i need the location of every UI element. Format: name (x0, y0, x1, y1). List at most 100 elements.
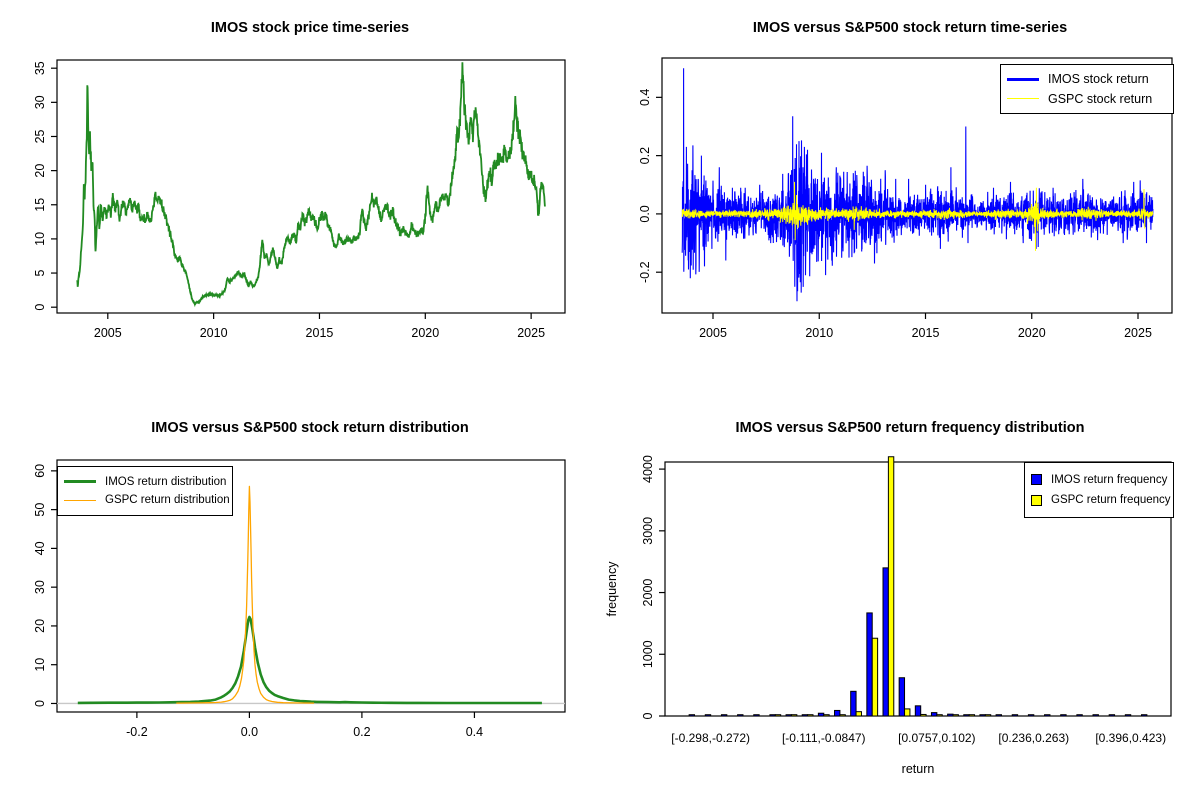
x-tick-label: 2010 (200, 326, 228, 340)
gspc-frequency-bar (871, 637, 879, 717)
price-chart-title: IMOS stock price time-series (210, 20, 410, 36)
imos-frequency-bar (1140, 714, 1148, 717)
gspc-frequency-bar (936, 714, 943, 717)
legend-label: GSPC stock return (1048, 91, 1153, 106)
imos-frequency-bar (1108, 714, 1116, 717)
legend-item-imos-return: IMOS stock return (1007, 72, 1167, 86)
imos-frequency-bar (720, 714, 728, 717)
imos-frequency-bar (1076, 714, 1083, 717)
chart-histogram-panel: IMOS versus S&P500 return frequency dist… (600, 400, 1200, 800)
y-tick-label: 3000 (641, 517, 655, 545)
imos-frequency-bar (769, 714, 776, 717)
x-category-label: [-0.298,-0.272) (671, 731, 750, 745)
y-tick-label: 4000 (641, 455, 655, 483)
imos-frequency-bar (737, 714, 744, 717)
y-tick-label: 1000 (641, 640, 655, 668)
gspc-frequency-bar (952, 714, 959, 717)
imos-frequency-bar (704, 714, 712, 717)
legend-item-gspc-return: GSPC stock return (1007, 92, 1167, 106)
y-tick-label: 35 (33, 61, 47, 75)
x-category-label: [0.236,0.263) (998, 731, 1069, 745)
price-series-line (76, 62, 546, 308)
y-tick-label: 0 (33, 304, 47, 311)
x-tick-label: 2010 (805, 326, 833, 340)
x-category-label: [-0.111,-0.0847) (782, 731, 866, 745)
returns-chart-title: IMOS versus S&P500 stock return time-ser… (752, 20, 1068, 36)
chart-density-panel: IMOS versus S&P500 stock return distribu… (0, 400, 600, 800)
legend-label: IMOS return frequency (1051, 473, 1168, 486)
y-tick-label: 0 (33, 700, 47, 707)
y-tick-label: 30 (33, 95, 47, 109)
gspc-return-line-swatch (1007, 97, 1039, 100)
histogram-chart-plot: 0 1000 2000 3000 4000 [-0.298,-0.272) [-0.111,… (641, 455, 1172, 745)
x-tick-label: 2020 (1018, 326, 1046, 340)
legend-label: IMOS return distribution (105, 475, 227, 488)
density-chart-legend: IMOS return distribution GSPC return dis… (57, 466, 233, 516)
density-chart-plot: -0.2 0.0 0.2 0.4 0 10 20 30 40 50 60 (33, 459, 566, 739)
imos-frequency-bar (963, 714, 970, 717)
legend-item-gspc-density: GSPC return distribution (64, 494, 230, 506)
imos-frequency-bar (1027, 714, 1035, 717)
imos-frequency-bar (801, 714, 809, 717)
gspc-frequency-bar (887, 456, 895, 717)
imos-density-curve (77, 615, 542, 705)
x-tick-label: 0.0 (241, 725, 258, 739)
y-tick-label: 15 (33, 198, 47, 212)
gspc-frequency-bar (807, 714, 814, 717)
y-tick-label: 20 (33, 164, 47, 178)
y-tick-label: 40 (33, 541, 47, 555)
gspc-frequency-bar (790, 714, 798, 717)
imos-return-line-swatch (1007, 77, 1039, 81)
gspc-frequency-bar (968, 714, 976, 717)
histogram-ylabel: frequency (605, 561, 619, 617)
imos-frequency-bar (914, 705, 922, 717)
imos-frequency-box-swatch (1031, 474, 1042, 486)
imos-frequency-bar (866, 612, 873, 717)
gspc-return-series-line (681, 181, 1154, 251)
y-tick-label: 5 (33, 270, 47, 277)
y-tick-label: 0.4 (638, 89, 652, 106)
x-tick-label: 2025 (1124, 326, 1152, 340)
x-tick-label: 2015 (912, 326, 940, 340)
y-tick-label: 0.2 (638, 147, 652, 164)
gspc-frequency-bar (984, 714, 992, 717)
imos-frequency-bar (850, 690, 857, 717)
y-tick-label: 0.0 (638, 205, 652, 222)
y-tick-label: 30 (33, 580, 47, 594)
x-tick-label: 2020 (411, 326, 439, 340)
plot-border (56, 459, 566, 713)
legend-item-gspc-frequency: GSPC return frequency (1031, 494, 1171, 506)
y-tick-label: 50 (33, 503, 47, 517)
gspc-frequency-bar (920, 713, 927, 717)
legend-item-imos-density: IMOS return distribution (64, 476, 226, 488)
imos-frequency-bar (930, 712, 938, 717)
gspc-frequency-bar (855, 711, 862, 717)
plot-border (661, 57, 1173, 314)
density-chart-title: IMOS versus S&P500 stock return distribu… (151, 420, 469, 436)
imos-frequency-bar (1092, 714, 1099, 717)
legend-item-imos-frequency: IMOS return frequency (1031, 474, 1167, 486)
x-category-label: [0.0757,0.102) (898, 731, 975, 745)
imos-frequency-bar (834, 709, 841, 717)
imos-frequency-bar (1011, 714, 1019, 717)
legend-label: GSPC return frequency (1051, 494, 1171, 507)
x-tick-label: 0.2 (353, 725, 370, 739)
imos-frequency-bar (817, 712, 825, 717)
imos-density-line-swatch (64, 480, 96, 484)
gspc-frequency-bar (839, 714, 846, 717)
chart-returns-panel: IMOS versus S&P500 stock return time-ser… (600, 0, 1200, 400)
imos-frequency-bar (753, 714, 760, 717)
x-tick-label: 2005 (699, 326, 727, 340)
histogram-chart-title: IMOS versus S&P500 return frequency dist… (735, 420, 1085, 436)
y-tick-label: 10 (33, 658, 47, 672)
x-tick-label: 0.4 (466, 725, 483, 739)
imos-frequency-bar (898, 677, 906, 717)
x-tick-label: 2015 (306, 326, 334, 340)
imos-frequency-bar (1124, 714, 1132, 717)
imos-frequency-bar (882, 567, 889, 717)
y-tick-label: 10 (33, 232, 47, 246)
histogram-chart-legend: IMOS return frequency GSPC return freque… (1024, 462, 1174, 518)
histogram-xlabel: return (901, 762, 935, 776)
